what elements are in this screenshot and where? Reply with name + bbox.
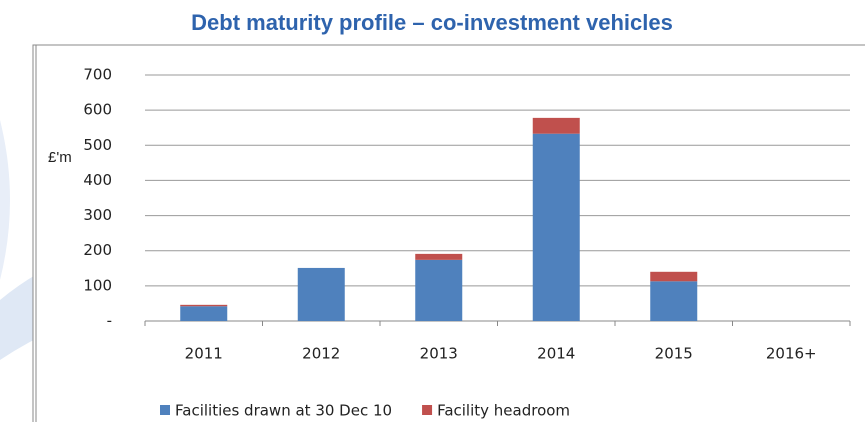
background-swoosh xyxy=(0,120,10,280)
chart-title: Debt maturity profile – co-investment ve… xyxy=(191,10,673,35)
y-tick-label: 400 xyxy=(83,171,112,189)
y-tick-label: 300 xyxy=(83,206,112,224)
bar-segment xyxy=(532,117,580,134)
x-tick-label: 2015 xyxy=(655,345,693,363)
y-tick-label: 200 xyxy=(83,241,112,259)
legend-swatch xyxy=(422,405,433,415)
x-tick-label: 2013 xyxy=(420,345,458,363)
legend-swatch xyxy=(160,405,170,415)
y-axis-label: £'m xyxy=(48,149,72,166)
y-tick-label: 100 xyxy=(83,276,112,294)
bar-segment xyxy=(532,133,580,321)
legend-label: Facilities drawn at 30 Dec 10 xyxy=(175,402,392,420)
x-tick-label: 2012 xyxy=(302,345,340,363)
bar-segment xyxy=(415,259,463,321)
bar-segment xyxy=(415,253,463,260)
x-tick-label: 2016+ xyxy=(766,345,817,363)
y-tick-label: 500 xyxy=(83,136,112,154)
y-tick-label: - xyxy=(107,312,112,330)
legend-label: Facility headroom xyxy=(437,402,570,420)
bar-segment xyxy=(650,271,698,282)
bar-segment xyxy=(650,281,698,321)
bar-segment xyxy=(297,267,345,321)
bar-segment xyxy=(180,306,228,321)
y-tick-label: 600 xyxy=(83,101,112,119)
chart-frame xyxy=(32,44,865,422)
bar-segment xyxy=(180,304,228,307)
x-tick-label: 2014 xyxy=(537,345,575,363)
x-tick-label: 2011 xyxy=(185,345,223,363)
y-tick-label: 700 xyxy=(83,66,112,84)
